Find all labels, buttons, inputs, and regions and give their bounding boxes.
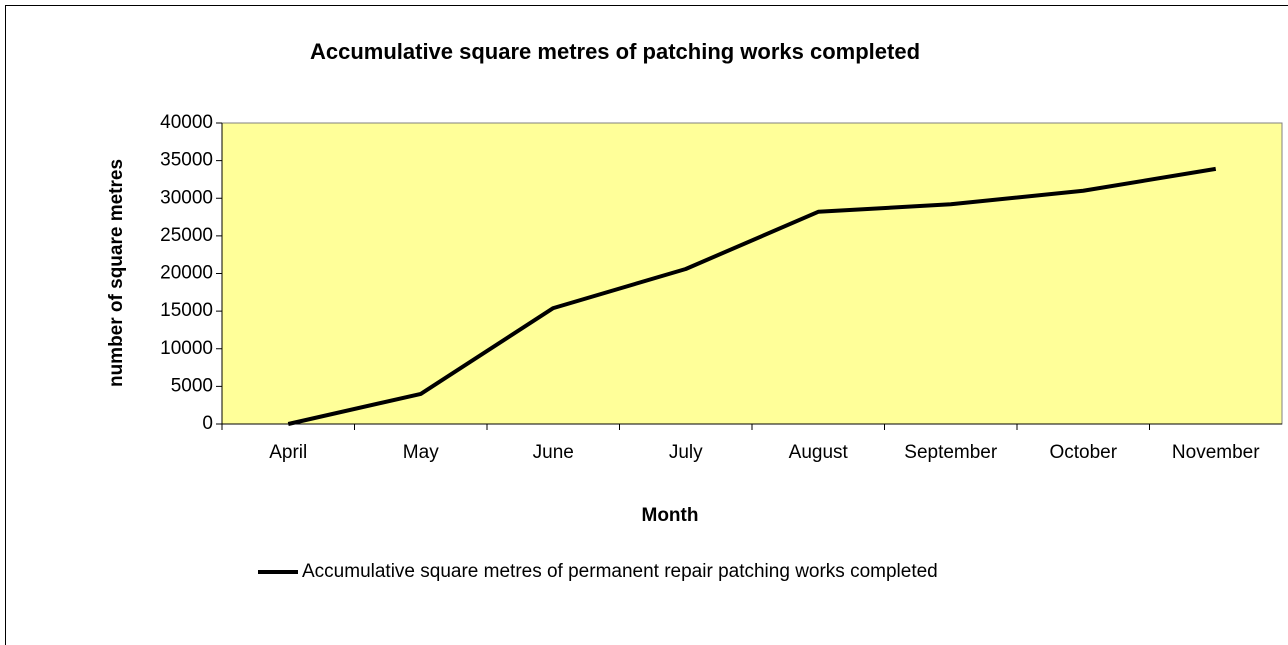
y-tick-label: 10000 [160, 338, 213, 359]
plot-area [221, 122, 1283, 425]
y-tick-label: 25000 [160, 225, 213, 246]
y-tick-label: 35000 [160, 150, 213, 171]
x-tick-label: October [1049, 442, 1117, 463]
y-tick-label: 5000 [171, 375, 213, 396]
chart-title: Accumulative square metres of patching w… [310, 39, 920, 64]
y-tick-label: 20000 [160, 263, 213, 284]
x-tick-label: June [533, 442, 574, 463]
y-tick-label: 15000 [160, 300, 213, 321]
legend-label: Accumulative square metres of permanent … [302, 561, 938, 582]
x-tick-label: August [789, 442, 849, 463]
x-tick-label: July [669, 442, 703, 463]
x-tick-label: May [403, 442, 439, 463]
x-tick-label: November [1172, 442, 1260, 463]
x-tick-label: September [904, 442, 998, 463]
y-axis-title: number of square metres [106, 159, 127, 387]
y-tick-label: 40000 [160, 112, 213, 133]
y-tick-label: 0 [202, 413, 213, 434]
x-axis-title: Month [642, 505, 699, 526]
y-tick-label: 30000 [160, 187, 213, 208]
x-tick-label: April [269, 442, 307, 463]
data-line [287, 166, 1217, 426]
